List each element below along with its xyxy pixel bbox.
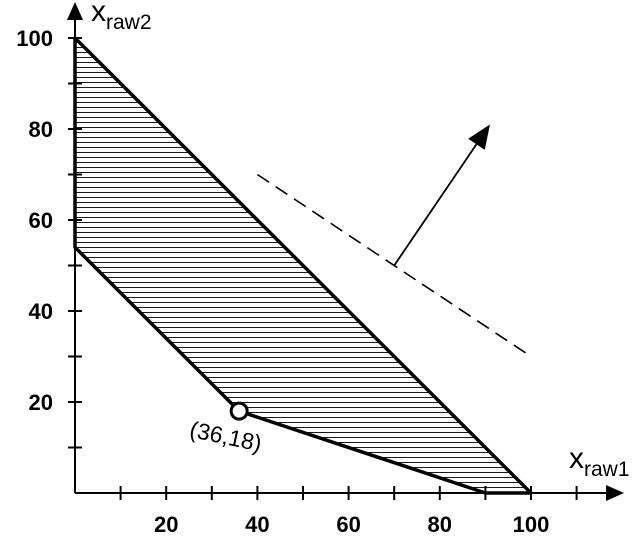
x-axis-tick-labels: 20 40 60 80 100: [154, 512, 549, 537]
y-tick-label: 20: [29, 390, 53, 415]
y-tick-label: 40: [29, 299, 53, 324]
x-axis-label: xraw1: [569, 442, 630, 481]
y-tick-label: 60: [29, 208, 53, 233]
feasible-region: [73, 36, 533, 495]
x-axis-ticks: [119, 486, 578, 500]
y-axis-label: xraw2: [91, 0, 152, 34]
x-tick-label: 80: [428, 512, 452, 537]
y-axis-tick-labels: 20 40 60 80 100: [16, 26, 53, 415]
x-tick-label: 100: [513, 512, 550, 537]
x-tick-label: 60: [336, 512, 360, 537]
optimal-point-marker: [229, 401, 249, 421]
optimal-point-label: (36,18): [187, 416, 264, 457]
y-axis-arrowhead: [67, 2, 83, 20]
gradient-arrowhead: [468, 124, 490, 150]
y-axis-ticks: [68, 37, 82, 449]
gradient-arrow-shaft: [393, 143, 478, 267]
x-tick-label: 40: [245, 512, 269, 537]
y-tick-label: 80: [29, 117, 53, 142]
x-axis-arrowhead: [606, 485, 624, 501]
x-tick-label: 20: [154, 512, 178, 537]
y-tick-label: 100: [16, 26, 53, 51]
